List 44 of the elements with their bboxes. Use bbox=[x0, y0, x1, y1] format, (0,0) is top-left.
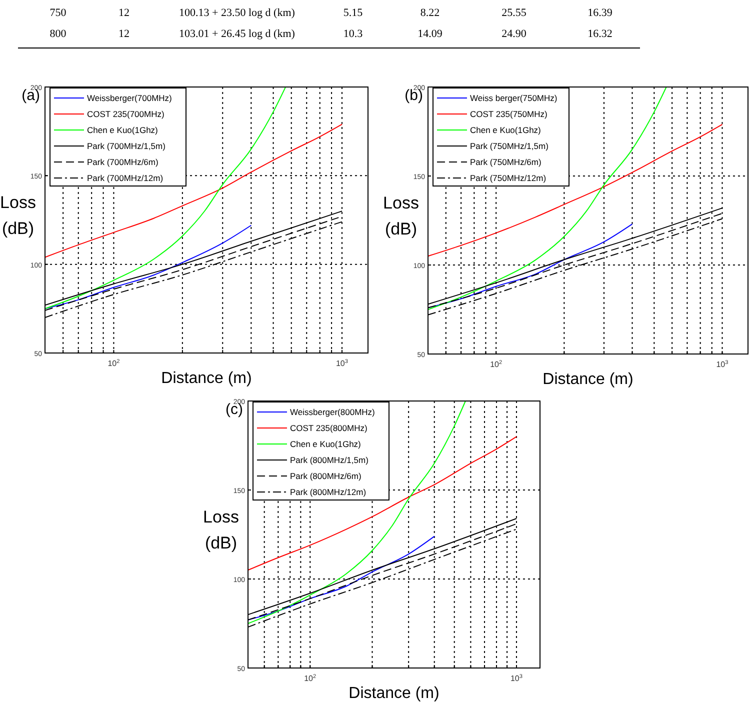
text: 103.01 + 26.45 log d (km) bbox=[179, 28, 296, 40]
legend-label: COST 235(800MHz) bbox=[290, 423, 368, 433]
legend-label: Weissberger(800MHz) bbox=[290, 407, 376, 417]
text: 25.55 bbox=[502, 7, 527, 19]
text: 5.15 bbox=[343, 7, 364, 19]
legend-label: Chen e Kuo(1Ghz) bbox=[87, 125, 158, 135]
x-tick-label: 10$^{2}$ bbox=[490, 360, 502, 369]
legend-label: Chen e Kuo(1Ghz) bbox=[470, 125, 542, 135]
text: 16.39 bbox=[588, 7, 613, 19]
x-tick-label: 10$^{3}$ bbox=[510, 674, 522, 683]
legend-label: Chen e Kuo(1Ghz) bbox=[290, 439, 362, 449]
text: 12 bbox=[118, 28, 130, 40]
x-axis-title: Distance (m) bbox=[348, 685, 440, 702]
legend-label: Weissberger(700MHz) bbox=[87, 93, 172, 103]
y-axis-title: Loss (dB) bbox=[383, 194, 419, 238]
x-tick-label: 10$^{3}$ bbox=[716, 360, 728, 369]
text: 24.90 bbox=[502, 28, 527, 40]
text: 10.3 bbox=[343, 28, 364, 40]
text: 12 bbox=[118, 7, 130, 19]
text: 14.09 bbox=[418, 28, 443, 40]
legend-label: Park (700MHz/6m) bbox=[87, 157, 158, 167]
legend-label: Park (750MHz/6m) bbox=[470, 157, 542, 167]
legend-label: Weiss berger(750MHz) bbox=[470, 93, 558, 103]
legend-label: COST 235(700MHz) bbox=[87, 109, 164, 119]
text: 8.22 bbox=[420, 7, 440, 19]
legend-label: COST 235(750MHz) bbox=[470, 109, 548, 119]
legend-label: Park (750MHz/12m) bbox=[470, 173, 546, 183]
legend-label: Park (750MHz/1,5m) bbox=[470, 141, 549, 151]
x-axis-title: Distance (m) bbox=[542, 371, 634, 388]
y-axis-title: Loss (dB) bbox=[0, 193, 36, 238]
text: 100.13 + 23.50 log d (km) bbox=[179, 7, 296, 19]
legend-label: Park (700MHz/1,5m) bbox=[87, 141, 166, 151]
legend-label: Park (700MHz/12m) bbox=[87, 173, 164, 183]
x-tick-label: 10$^{2}$ bbox=[108, 359, 120, 368]
x-axis-title: Distance (m) bbox=[161, 370, 252, 387]
text: 800 bbox=[50, 28, 67, 40]
text: 16.32 bbox=[588, 28, 612, 40]
text: 750 bbox=[50, 7, 67, 19]
legend-label: Park (800MHz/12m) bbox=[290, 487, 366, 497]
legend-label: Park (800MHz/6m) bbox=[290, 471, 362, 481]
x-tick-label: 10$^{3}$ bbox=[336, 359, 348, 368]
legend-label: Park (800MHz/1,5m) bbox=[290, 455, 369, 465]
y-axis-title: Loss (dB) bbox=[203, 508, 239, 552]
x-tick-label: 10$^{2}$ bbox=[304, 674, 316, 683]
